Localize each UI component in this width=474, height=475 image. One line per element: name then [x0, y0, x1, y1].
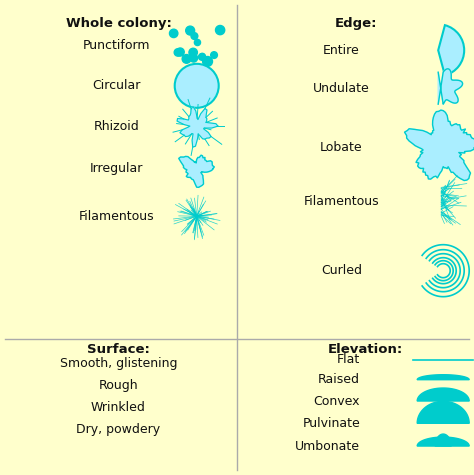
- Text: Wrinkled: Wrinkled: [91, 401, 146, 414]
- Text: Undulate: Undulate: [313, 82, 370, 95]
- Text: Whole colony:: Whole colony:: [65, 17, 172, 30]
- Text: Edge:: Edge:: [334, 17, 377, 30]
- Circle shape: [202, 57, 212, 66]
- Text: Irregular: Irregular: [90, 162, 143, 175]
- Text: Entire: Entire: [323, 44, 360, 57]
- Text: Curled: Curled: [321, 264, 362, 277]
- Polygon shape: [417, 388, 469, 401]
- Text: Elevation:: Elevation:: [328, 343, 402, 356]
- Text: Circular: Circular: [92, 79, 140, 92]
- Polygon shape: [177, 106, 218, 147]
- Text: Pulvinate: Pulvinate: [302, 417, 360, 430]
- Text: Surface:: Surface:: [87, 343, 150, 356]
- Circle shape: [190, 54, 198, 62]
- Circle shape: [199, 54, 205, 60]
- Text: Filamentous: Filamentous: [303, 195, 379, 209]
- Circle shape: [175, 64, 219, 108]
- Circle shape: [186, 26, 195, 35]
- Polygon shape: [438, 69, 463, 104]
- Circle shape: [191, 33, 198, 39]
- Circle shape: [210, 52, 218, 58]
- Polygon shape: [417, 401, 469, 423]
- Text: Lobate: Lobate: [320, 141, 363, 154]
- Polygon shape: [417, 437, 469, 446]
- Text: Umbonate: Umbonate: [295, 439, 360, 453]
- Circle shape: [194, 39, 201, 46]
- Text: Filamentous: Filamentous: [78, 209, 154, 223]
- Text: Raised: Raised: [318, 373, 360, 386]
- Text: Rhizoid: Rhizoid: [93, 120, 139, 133]
- Polygon shape: [417, 375, 469, 380]
- Circle shape: [176, 48, 184, 56]
- Circle shape: [182, 55, 191, 63]
- Text: Rough: Rough: [99, 379, 138, 392]
- Text: Punctiform: Punctiform: [82, 39, 150, 52]
- Text: Flat: Flat: [337, 353, 360, 366]
- Circle shape: [170, 29, 178, 38]
- Circle shape: [189, 48, 197, 57]
- Circle shape: [174, 49, 182, 56]
- Wedge shape: [438, 25, 464, 76]
- Text: Convex: Convex: [314, 395, 360, 408]
- Text: Smooth, glistening: Smooth, glistening: [60, 357, 177, 370]
- Polygon shape: [435, 434, 451, 446]
- Polygon shape: [405, 110, 474, 180]
- Polygon shape: [179, 155, 214, 187]
- Circle shape: [199, 53, 205, 59]
- Text: Dry, powdery: Dry, powdery: [76, 423, 161, 437]
- Circle shape: [216, 26, 225, 35]
